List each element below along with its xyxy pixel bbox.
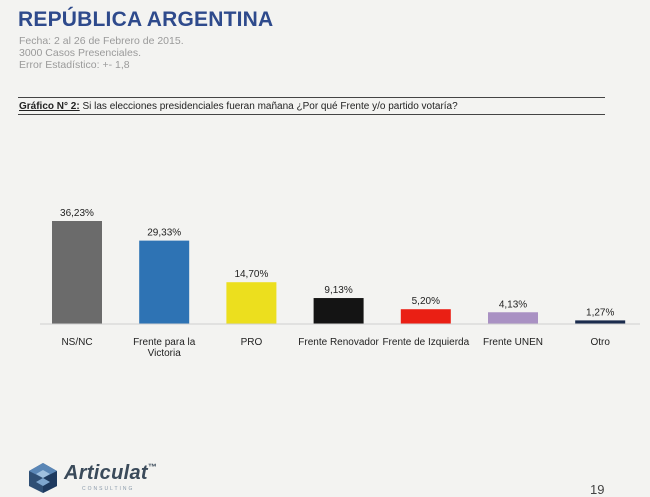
bar-5 xyxy=(488,312,538,324)
brand-tagline: CONSULTING xyxy=(82,486,134,492)
bar-value-label-4: 5,20% xyxy=(412,296,440,307)
bar-value-label-2: 14,70% xyxy=(234,269,268,280)
category-label-line: Frente UNEN xyxy=(483,337,543,348)
category-label-line: Frente para la xyxy=(133,337,196,348)
brand-name-text: Articulat xyxy=(64,462,148,484)
bar-1 xyxy=(139,241,189,324)
category-label-line: Frente de Izquierda xyxy=(382,337,469,348)
bar-value-label-3: 9,13% xyxy=(324,285,352,296)
trademark-symbol: ™ xyxy=(148,462,157,472)
bar-4 xyxy=(401,309,451,324)
bar-6 xyxy=(575,320,625,324)
bar-chart: 36,23% NS/NC 29,33% Frente para la Victoria 1… xyxy=(0,0,650,495)
category-label-line: NS/NC xyxy=(61,337,92,348)
bar-2 xyxy=(226,282,276,324)
bar-0 xyxy=(52,221,102,324)
brand-name: Articulat™ xyxy=(64,462,157,485)
bar-value-label-5: 4,13% xyxy=(499,299,527,310)
category-label-4: Frente de Izquierda xyxy=(382,337,469,348)
category-label-1: Frente para la Victoria xyxy=(133,337,196,359)
category-label-6: Otro xyxy=(590,337,610,348)
bar-value-label-1: 29,33% xyxy=(147,228,181,239)
category-label-3: Frente Renovador xyxy=(298,337,379,348)
category-label-line: PRO xyxy=(241,337,263,348)
articulat-logo-icon xyxy=(26,462,60,494)
bars-layer: 36,23% NS/NC 29,33% Frente para la Victoria 1… xyxy=(52,208,625,359)
bar-value-label-6: 1,27% xyxy=(586,307,614,318)
category-label-2: PRO xyxy=(241,337,263,348)
bar-value-label-0: 36,23% xyxy=(60,208,94,219)
category-label-0: NS/NC xyxy=(61,337,92,348)
bar-3 xyxy=(314,298,364,324)
category-label-line: Otro xyxy=(590,337,610,348)
category-label-line: Victoria xyxy=(148,348,182,359)
category-label-line: Frente Renovador xyxy=(298,337,379,348)
category-label-5: Frente UNEN xyxy=(483,337,543,348)
